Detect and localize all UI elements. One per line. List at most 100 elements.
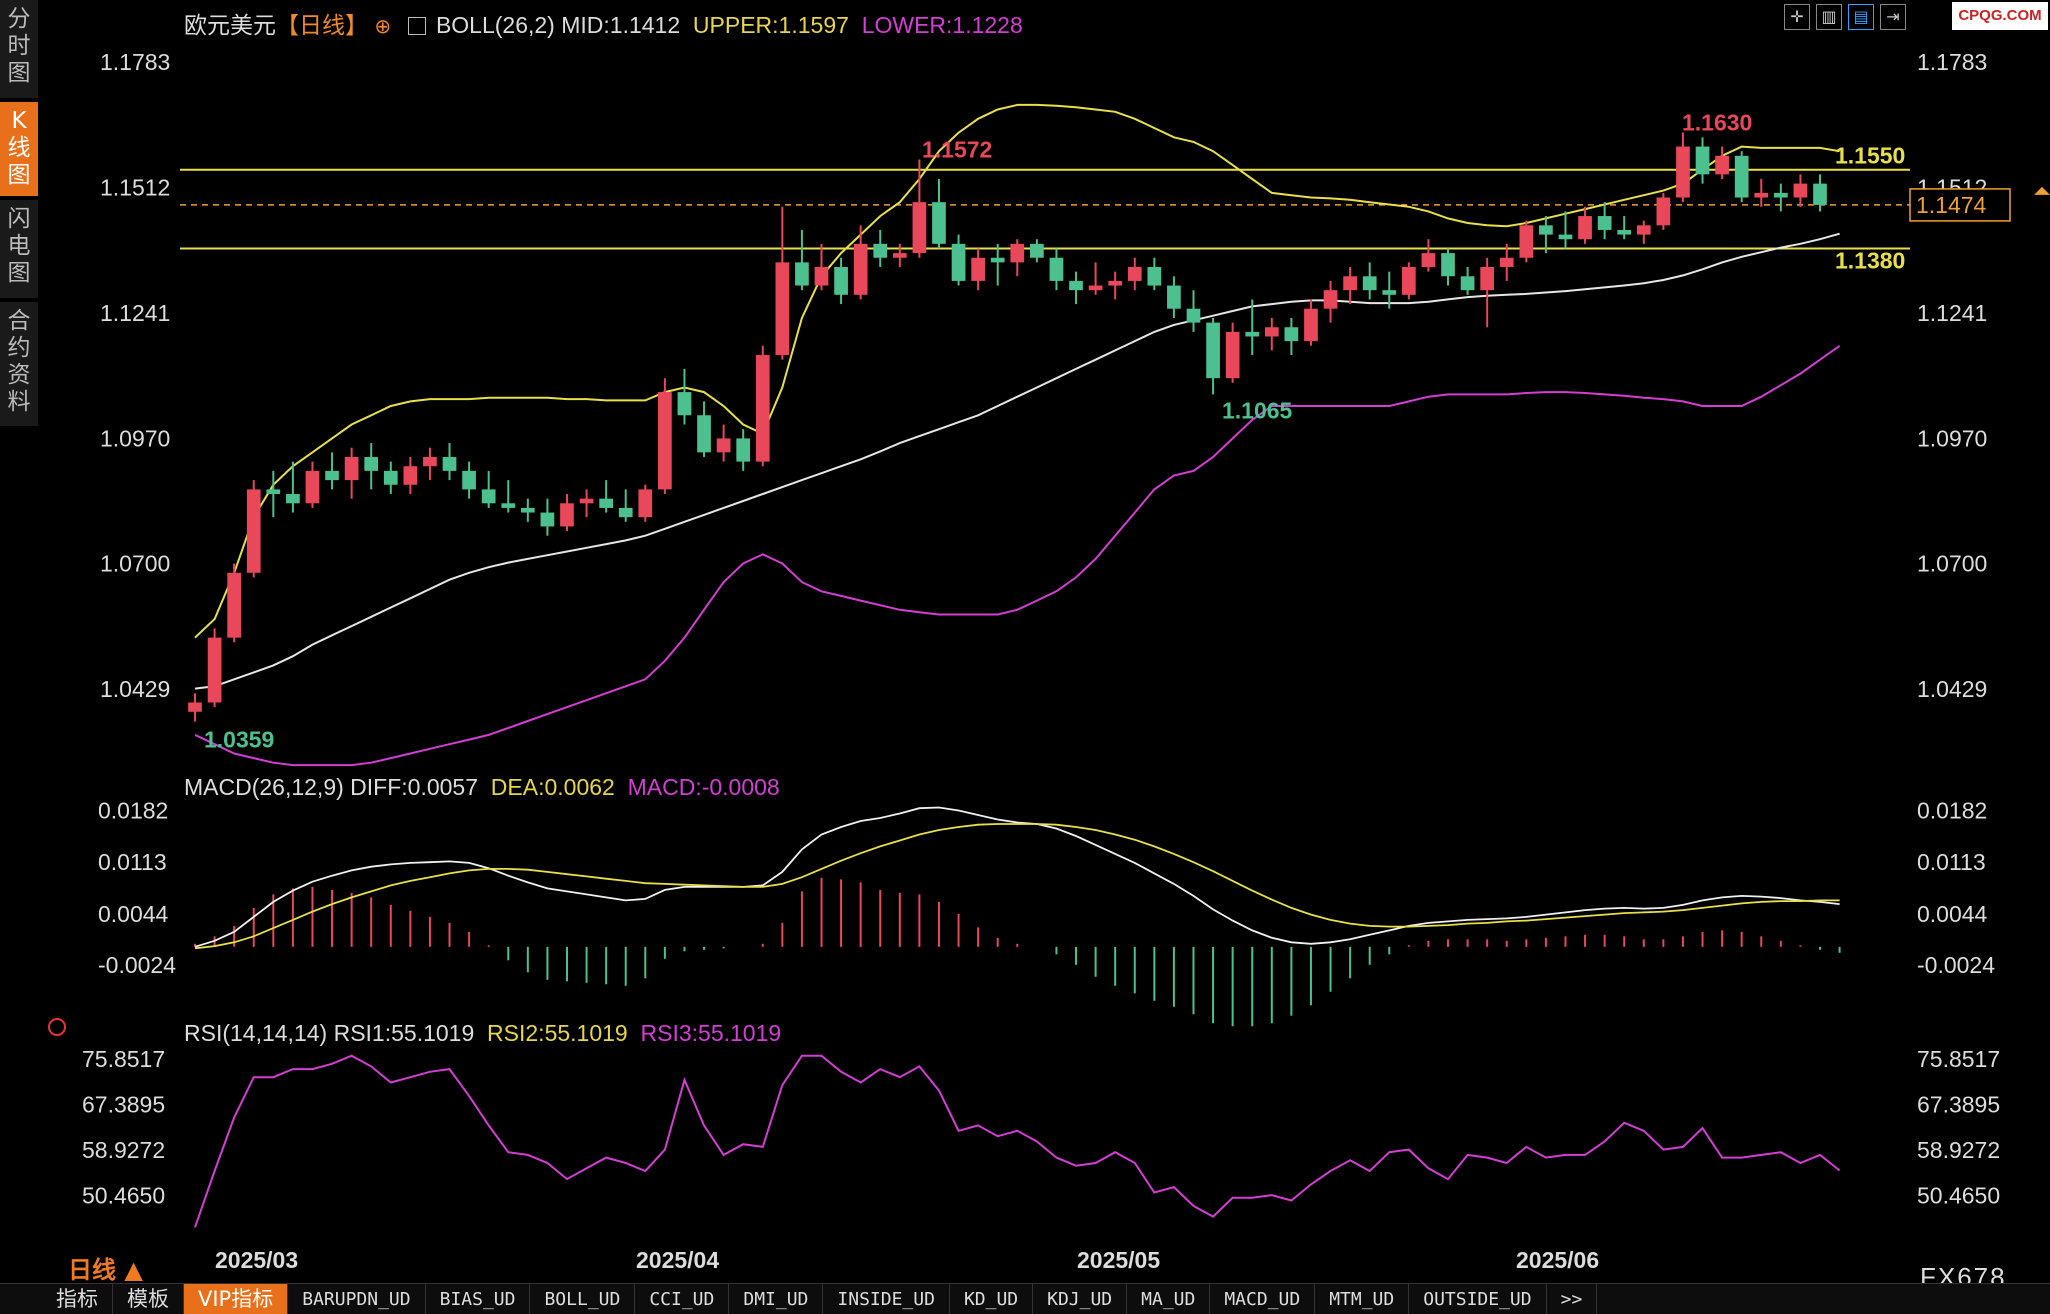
rsi-tick-right: 75.8517 [1917,1046,2000,1072]
candle-body [775,262,790,356]
candle-body [795,262,809,286]
price-tick-right: 1.0429 [1917,676,1987,702]
rsi-tick-left: 75.8517 [82,1046,165,1072]
candle-body [658,392,672,490]
candle-body [971,257,985,281]
candle-body [188,702,202,712]
candle-body [1402,267,1416,295]
tab-contract-info[interactable]: 合约资料 [0,302,38,428]
boll-lower-line [194,344,1841,767]
rsi-tick-left: 67.3895 [82,1092,165,1118]
boll-upper: UPPER:1.1597 [692,12,849,38]
candle-body [481,489,496,504]
candle-body [638,489,653,518]
candle-body [207,637,222,703]
rsi3-value: RSI3:55.1019 [640,1020,782,1046]
candle-body [599,498,613,508]
candle-body [716,438,731,453]
indicator-tab[interactable]: BARUPDN_UD [288,1283,426,1314]
date-tick: 2025/05 [1077,1247,1160,1273]
indicator-tab[interactable]: >> [1547,1283,1598,1314]
candle-body [1030,243,1044,258]
candle-body [1186,308,1201,323]
macd-name: MACD(26,12,9) [184,774,344,800]
candle-body [1225,331,1240,379]
settings-icon[interactable]: ⊕ [374,14,392,38]
price-tick-left: 1.1512 [100,174,170,200]
indicator-tab[interactable]: DMI_UD [729,1283,824,1314]
indicator-tab[interactable]: 指标 [0,1283,113,1314]
candle-body [1323,290,1338,309]
candle-body [1362,276,1377,291]
price-tick-left: 1.1241 [100,300,170,326]
candle-body [1597,216,1612,230]
period-selector[interactable]: 日线 ▲ [68,1250,143,1285]
indicator-tab[interactable]: 模板 [113,1283,184,1314]
tab-kline[interactable]: K线图 [0,102,38,198]
macd-tick-left: -0.0024 [98,952,176,978]
rsi-pane: 75.8517 75.8517 67.3895 67.3895 58.9272 58.92… [82,1046,2000,1228]
indicator-tab[interactable]: MACD_UD [1210,1283,1316,1314]
indicator-tab[interactable]: CCI_UD [635,1283,730,1314]
candle-body [540,512,555,527]
last-price-box [1909,188,2011,222]
candle-body [579,498,594,504]
candle-body [1676,146,1690,198]
macd-tick-left: 0.0182 [98,797,168,823]
price-tick-left: 1.0700 [100,551,170,577]
indicator-tab[interactable]: MA_UD [1127,1283,1211,1314]
macd-pane: 0.0182 0.0182 0.0113 0.0113 0.0044 0.0044 -0.0… [98,797,1995,1027]
rsi-legend: RSI(14,14,14) RSI1:55.1019 RSI2:55.1019 … [184,1020,781,1047]
candle-icon[interactable]: ▥ [1816,4,1842,30]
candle-body [1519,225,1534,258]
indicator-tab[interactable]: BOLL_UD [530,1283,636,1314]
candle-body [677,392,692,416]
indicator-tab[interactable]: INSIDE_UD [823,1283,950,1314]
indicator-tab[interactable]: KDJ_UD [1033,1283,1128,1314]
candle-body [325,470,339,481]
candle-body [423,456,437,467]
candle-body [1088,285,1103,291]
last-price-label: 1.1474 [1916,192,1987,218]
level-label: 1.1550 [1835,143,1905,169]
crosshair-icon[interactable]: ✛ [1784,4,1810,30]
level-label: 1.1380 [1835,247,1905,273]
candle-body [1108,280,1123,286]
candle-body [1206,322,1220,379]
tab-timeshare[interactable]: 分时图 [0,0,38,100]
rsi-tick-right: 50.4650 [1917,1182,2000,1208]
indicator-tab[interactable]: KD_UD [950,1283,1034,1314]
candle-body [1539,225,1553,235]
candle-body [1284,327,1299,342]
date-tick: 2025/03 [215,1247,298,1273]
candle-body [892,253,907,258]
candle-body [1636,225,1651,235]
macd-tick-right: 0.0182 [1917,797,1987,823]
macd-tick-right: -0.0024 [1917,952,1995,978]
rsi-name: RSI(14,14,14) [184,1020,328,1046]
candle-body [1304,308,1318,342]
macd-tick-right: 0.0113 [1917,849,1986,875]
candle-body [1754,192,1769,198]
date-tick: 2025/04 [636,1247,719,1273]
candle-body [286,494,300,504]
candle-body [697,415,711,453]
macd-value: MACD:-0.0008 [627,774,780,800]
chart-toolbar: ✛ ▥ ▤ ⇥ [1784,4,1906,30]
zoom-icon[interactable]: ⇥ [1880,4,1906,30]
candle-body [1245,331,1260,337]
pin-icon[interactable] [48,1018,66,1036]
rsi-tick-left: 50.4650 [82,1182,165,1208]
indicator-tab[interactable]: MTM_UD [1315,1283,1410,1314]
bar-icon[interactable]: ▤ [1848,4,1874,30]
price-tick-left: 1.0429 [100,676,170,702]
candle-body [1793,183,1808,198]
tab-flash-chart[interactable]: 闪电图 [0,200,38,300]
candle-body [912,202,927,254]
indicator-tab[interactable]: VIP指标 [184,1283,289,1314]
indicator-tab[interactable]: BIAS_UD [426,1283,531,1314]
candle-body [755,355,770,462]
indicator-tab[interactable]: OUTSIDE_UD [1409,1283,1547,1314]
